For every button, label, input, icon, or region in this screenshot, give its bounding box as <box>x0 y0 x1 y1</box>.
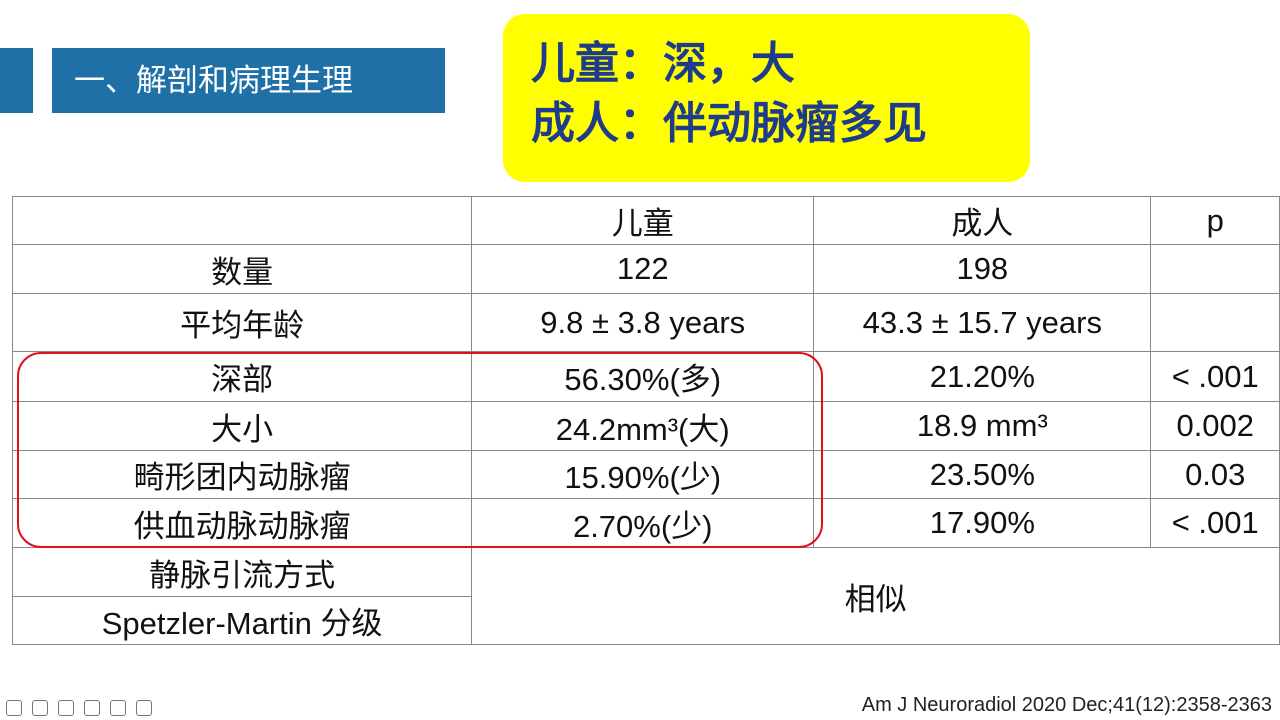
adult-cell: 23.50% <box>813 450 1152 499</box>
p-cell: < .001 <box>1150 351 1280 402</box>
tool-icon[interactable] <box>6 700 22 716</box>
p-cell: 0.002 <box>1150 401 1280 451</box>
header-cell: p <box>1150 196 1280 245</box>
child-cell: 122 <box>471 244 815 294</box>
row-label: Spetzler-Martin 分级 <box>11 596 473 645</box>
row-label: 深部 <box>11 351 473 402</box>
highlight-ring <box>17 352 823 548</box>
child-cell: 15.90%(少) <box>471 450 815 499</box>
table-row: 静脉引流方式 相似 <box>11 547 1280 645</box>
header-cell: 成人 <box>813 196 1152 245</box>
table-row: 平均年龄 9.8 ± 3.8 years 43.3 ± 15.7 years <box>11 293 1280 352</box>
adult-cell: 18.9 mm³ <box>813 401 1152 451</box>
p-cell <box>1150 244 1280 294</box>
adult-cell: 17.90% <box>813 498 1152 548</box>
callout: 儿童：深，大 成人：伴动脉瘤多见 <box>503 14 1030 182</box>
merged-cell: 相似 <box>471 547 1280 645</box>
tool-icon[interactable] <box>32 700 48 716</box>
side-tab <box>0 48 33 113</box>
child-cell: 2.70%(少) <box>471 498 815 548</box>
tool-icon[interactable] <box>58 700 74 716</box>
row-label: 供血动脉动脉瘤 <box>11 498 473 548</box>
table-body: 儿童 成人 p 数量 122 198 平均年龄 9.8 ± 3.8 years 43.3 … <box>11 196 1280 645</box>
header-row: 儿童 成人 p <box>11 196 1280 245</box>
adult-cell: 43.3 ± 15.7 years <box>813 293 1152 352</box>
table-row: 供血动脉动脉瘤 2.70%(少) 17.90% < .001 <box>11 498 1280 548</box>
callout-line: 成人：伴动脉瘤多见 <box>531 99 927 148</box>
data-table: 儿童 成人 p 数量 122 198 平均年龄 9.8 ± 3.8 years 43.3 … <box>11 196 1280 645</box>
header-cell: 儿童 <box>471 196 815 245</box>
row-label: 大小 <box>11 401 473 451</box>
table-row: 大小 24.2mm³(大) 18.9 mm³ 0.002 <box>11 401 1280 451</box>
table-row: Spetzler-Martin 分级 <box>11 596 1280 645</box>
row-label: 畸形团内动脉瘤 <box>11 450 473 499</box>
section-title: 一、解剖和病理生理 <box>52 48 445 113</box>
p-cell <box>1150 293 1280 352</box>
adult-cell: 198 <box>813 244 1152 294</box>
adult-cell: 21.20% <box>813 351 1152 402</box>
citation: Am J Neuroradiol 2020 Dec;41(12):2358-23… <box>861 694 1272 716</box>
table-row: 深部 56.30%(多) 21.20% < .001 <box>11 351 1280 402</box>
header-cell <box>11 196 473 245</box>
child-cell: 9.8 ± 3.8 years <box>471 293 815 352</box>
child-cell: 56.30%(多) <box>471 351 815 402</box>
toolbar[interactable] <box>6 700 152 716</box>
table-row: 数量 122 198 <box>11 244 1280 294</box>
p-cell: < .001 <box>1150 498 1280 548</box>
tool-icon[interactable] <box>136 700 152 716</box>
callout-line: 儿童：深，大 <box>531 39 795 88</box>
row-label: 平均年龄 <box>11 293 473 352</box>
row-label: 静脉引流方式 <box>11 547 473 597</box>
p-cell: 0.03 <box>1150 450 1280 499</box>
row-label: 数量 <box>11 244 473 294</box>
tool-icon[interactable] <box>110 700 126 716</box>
tool-icon[interactable] <box>84 700 100 716</box>
child-cell: 24.2mm³(大) <box>471 401 815 451</box>
table-row: 畸形团内动脉瘤 15.90%(少) 23.50% 0.03 <box>11 450 1280 499</box>
